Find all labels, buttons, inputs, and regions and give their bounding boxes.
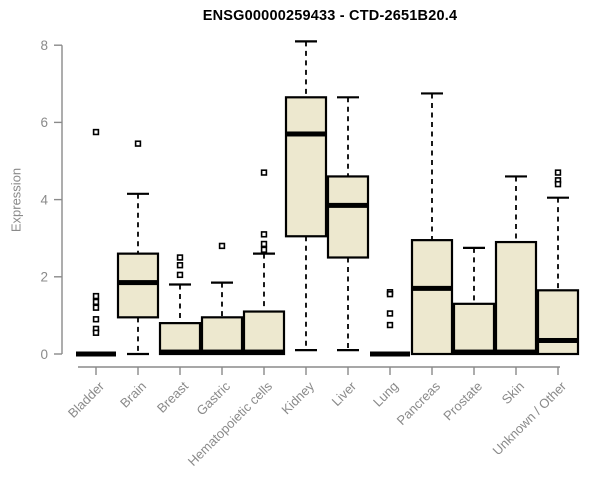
median-bladder xyxy=(76,351,116,357)
outlier-breast xyxy=(176,271,184,279)
box-hematopoietic-cells xyxy=(242,310,286,356)
outlier-unknown-other xyxy=(554,169,562,176)
x-tick-label-breast: Breast xyxy=(154,378,191,415)
outlier-lung xyxy=(386,310,394,317)
median-brain xyxy=(118,280,158,286)
x-tick-label-unknown-other: Unknown / Other xyxy=(490,378,570,458)
boxplot-pancreas xyxy=(410,92,454,356)
median-lung xyxy=(370,351,410,357)
boxplot-bladder xyxy=(76,128,116,357)
box-prostate xyxy=(452,302,496,356)
outlier-hematopoietic-cells xyxy=(260,231,268,238)
boxplot-breast xyxy=(158,254,202,356)
outlier-bladder xyxy=(92,292,100,300)
outlier-gastric xyxy=(218,242,226,250)
outlier-brain xyxy=(134,140,142,147)
boxplot-skin xyxy=(494,175,538,356)
box-kidney xyxy=(284,96,328,238)
median-gastric xyxy=(202,349,242,355)
boxplot-prostate xyxy=(452,246,496,356)
median-pancreas xyxy=(412,285,452,291)
x-tick-label-pancreas: Pancreas xyxy=(394,378,444,428)
outlier-unknown-other xyxy=(554,180,562,188)
y-tick-label: 0 xyxy=(40,347,48,362)
outlier-hematopoietic-cells xyxy=(260,246,268,253)
y-tick-label: 4 xyxy=(40,192,48,207)
x-tick-label-lung: Lung xyxy=(370,379,401,410)
box-gastric xyxy=(200,316,244,356)
outlier-bladder xyxy=(92,298,100,306)
x-tick-label-brain: Brain xyxy=(117,379,149,411)
boxplot-hematopoietic-cells xyxy=(242,169,286,356)
median-unknown-other xyxy=(538,337,578,343)
median-hematopoietic-cells xyxy=(244,349,284,355)
x-tick-label-bladder: Bladder xyxy=(65,378,108,421)
x-tick-label-prostate: Prostate xyxy=(440,379,485,424)
outlier-bladder xyxy=(92,128,100,136)
x-tick-label-liver: Liver xyxy=(329,378,360,409)
chart-title: ENSG00000259433 - CTD-2651B20.4 xyxy=(202,8,458,24)
box-pancreas xyxy=(410,239,454,356)
box-liver xyxy=(326,175,370,259)
box-brain xyxy=(116,252,160,319)
boxplot-brain xyxy=(116,140,160,356)
boxplot-gastric xyxy=(200,242,244,356)
x-tick-label-kidney: Kidney xyxy=(278,378,317,417)
median-liver xyxy=(328,202,368,208)
box-unknown-other xyxy=(536,289,580,356)
outlier-lung xyxy=(386,321,394,329)
outlier-bladder xyxy=(92,329,100,336)
median-breast xyxy=(160,349,200,355)
boxplot-unknown-other xyxy=(536,169,580,356)
outlier-breast xyxy=(176,262,184,269)
boxplot-liver xyxy=(326,96,370,352)
median-skin xyxy=(496,349,536,355)
outlier-breast xyxy=(176,254,184,261)
median-kidney xyxy=(286,131,326,137)
boxplot-kidney xyxy=(284,40,328,352)
outlier-bladder xyxy=(92,304,100,311)
y-tick-label: 8 xyxy=(40,38,48,53)
boxplot-lung xyxy=(370,289,410,357)
median-prostate xyxy=(454,349,494,355)
outlier-hematopoietic-cells xyxy=(260,169,268,176)
y-tick-label: 2 xyxy=(40,270,48,285)
box-breast xyxy=(158,322,202,356)
y-tick-label: 6 xyxy=(40,115,48,130)
outlier-bladder xyxy=(92,316,100,323)
outlier-hematopoietic-cells xyxy=(260,240,268,248)
x-tick-label-skin: Skin xyxy=(499,379,527,407)
outlier-lung xyxy=(386,290,394,298)
box-skin xyxy=(494,240,538,356)
x-tick-label-gastric: Gastric xyxy=(193,378,233,418)
